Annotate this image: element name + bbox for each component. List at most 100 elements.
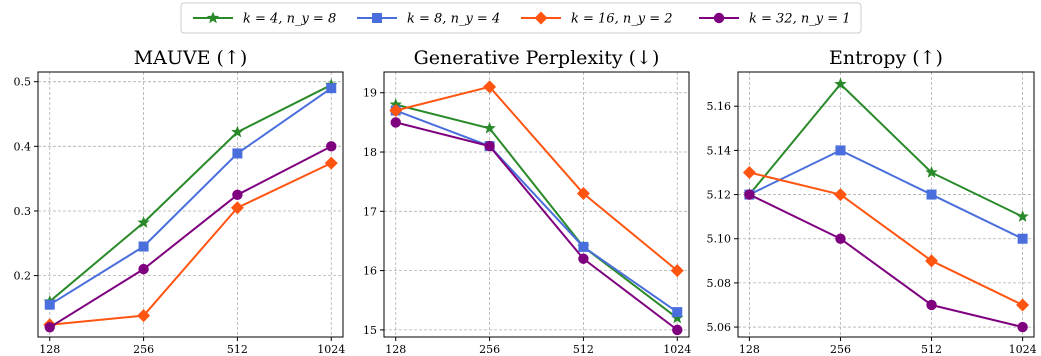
data-point-k32-128 <box>744 189 755 200</box>
data-point-k32-128 <box>44 322 55 333</box>
data-point-k32-256 <box>484 140 495 152</box>
y-tick-label-15: 15 <box>363 324 377 337</box>
x-tick-label-256: 256 <box>479 343 500 356</box>
series-k32 <box>390 117 683 336</box>
legend: k = 4, n_y = 8 k = 8, n_y = 4 k = 16, n_y … <box>180 2 862 34</box>
series-k8 <box>44 83 337 310</box>
x-tick-label-1024: 1024 <box>663 343 691 356</box>
plot-frame <box>737 71 1035 338</box>
legend-label-k16: k = 16, n_y = 2 <box>571 12 673 27</box>
y-tick-label-0-4: 0.4 <box>14 140 32 153</box>
series-k16 <box>389 80 684 278</box>
x-tick-label-256: 256 <box>133 343 154 356</box>
data-point-k4-1024 <box>671 311 684 324</box>
panel-generative-perplexity: Generative Perplexity (↓) 128 256 512 1024 15… <box>363 47 691 356</box>
y-tick-label-0-5: 0.5 <box>14 76 32 89</box>
data-point-k4-128 <box>389 98 402 110</box>
y-tick-label-5-12: 5.12 <box>707 189 732 202</box>
data-point-k32-1024 <box>1017 321 1028 333</box>
plot-frame <box>37 71 344 338</box>
series-line-k16 <box>395 85 678 272</box>
y-tick-label-0-2: 0.2 <box>14 270 32 283</box>
panel-mauve: MAUVE (↑) 128 256 512 1024 0.2 0.3 0.4 0.5 <box>14 47 346 356</box>
data-point-k16-256 <box>483 80 497 94</box>
series-line-k32 <box>395 121 678 331</box>
data-point-k8-256 <box>138 241 149 252</box>
legend-marker-k8 <box>372 13 382 23</box>
legend-label-k8: k = 8, n_y = 4 <box>407 12 500 27</box>
data-point-k32-1024 <box>326 141 337 152</box>
plot-frame <box>383 71 690 338</box>
data-point-k16-128 <box>389 104 403 118</box>
y-tick-label-5-16: 5.16 <box>707 100 732 113</box>
data-point-k4-256 <box>137 216 150 228</box>
series-line-k32 <box>49 145 332 329</box>
y-tick-label-18: 18 <box>363 146 377 159</box>
x-tick-label-128: 128 <box>739 343 760 356</box>
data-point-k32-512 <box>578 253 589 264</box>
x-tick-label-128: 128 <box>385 343 406 356</box>
series-k32 <box>44 141 337 333</box>
panel-entropy: Entropy (↑) 128 256 512 1024 5.06 5.08 5.10 5.12… <box>707 47 1037 356</box>
data-point-k16-256 <box>833 188 847 202</box>
series-k16 <box>742 165 1030 312</box>
panel-title: MAUVE (↑) <box>134 47 248 69</box>
y-tick-label-5-08: 5.08 <box>707 277 732 290</box>
panel-title: Generative Perplexity (↓) <box>414 47 660 69</box>
data-point-k4-1024 <box>1016 210 1029 222</box>
x-tick-label-512: 512 <box>227 343 248 356</box>
data-point-k8-512 <box>578 241 589 252</box>
series-k4 <box>743 77 1029 222</box>
data-point-k16-128 <box>742 165 756 179</box>
x-tick-label-512: 512 <box>921 343 942 356</box>
data-point-k16-512 <box>230 201 244 215</box>
data-point-k4-256 <box>483 121 496 134</box>
series-k32 <box>744 189 1028 333</box>
y-tick-label-16: 16 <box>363 265 377 278</box>
data-point-k8-512 <box>926 189 937 200</box>
data-point-k8-1024 <box>326 83 337 94</box>
series-k4 <box>43 78 338 307</box>
data-point-k4-256 <box>834 77 847 90</box>
data-point-k32-1024 <box>672 324 683 336</box>
y-tick-label-19: 19 <box>363 87 377 100</box>
y-tick-label-5-10: 5.10 <box>707 233 732 246</box>
series-line-k4 <box>49 84 332 303</box>
series-line-k32 <box>748 193 1023 329</box>
data-point-k16-1024 <box>670 264 684 278</box>
series-line-k8 <box>395 109 678 313</box>
legend-marker-k16 <box>534 11 548 25</box>
data-point-k16-1024 <box>324 156 338 170</box>
series-line-k4 <box>395 103 678 319</box>
data-point-k8-128 <box>44 299 55 310</box>
data-point-k4-512 <box>925 165 938 178</box>
data-point-k16-512 <box>925 254 939 268</box>
y-tick-label-17: 17 <box>363 205 377 218</box>
data-point-k8-256 <box>835 145 846 156</box>
series-line-k4 <box>748 83 1024 218</box>
data-point-k8-1024 <box>672 307 683 318</box>
x-tick-label-256: 256 <box>830 343 851 356</box>
data-point-k32-256 <box>835 233 846 244</box>
y-tick-label-5-06: 5.06 <box>707 321 732 334</box>
panel-title: Entropy (↑) <box>829 47 943 69</box>
series-line-k8 <box>49 87 332 306</box>
y-tick-label-0-3: 0.3 <box>14 205 32 218</box>
data-point-k8-1024 <box>1017 233 1028 244</box>
x-tick-label-512: 512 <box>573 343 594 356</box>
legend-marker-k4 <box>206 11 220 24</box>
legend-label-k32: k = 32, n_y = 1 <box>749 12 851 27</box>
y-tick-label-5-14: 5.14 <box>707 144 732 157</box>
legend-label-k4: k = 4, n_y = 8 <box>243 12 336 27</box>
series-line-k16 <box>749 171 1024 306</box>
data-point-k8-512 <box>232 148 243 159</box>
x-tick-label-1024: 1024 <box>1009 343 1037 356</box>
data-point-k4-512 <box>231 125 244 138</box>
legend-marker-k32 <box>713 12 725 24</box>
series-line-k8 <box>748 149 1024 240</box>
data-point-k16-1024 <box>1016 298 1030 312</box>
data-point-k32-128 <box>390 117 401 128</box>
data-point-k16-256 <box>137 309 151 323</box>
data-point-k32-512 <box>926 299 937 311</box>
